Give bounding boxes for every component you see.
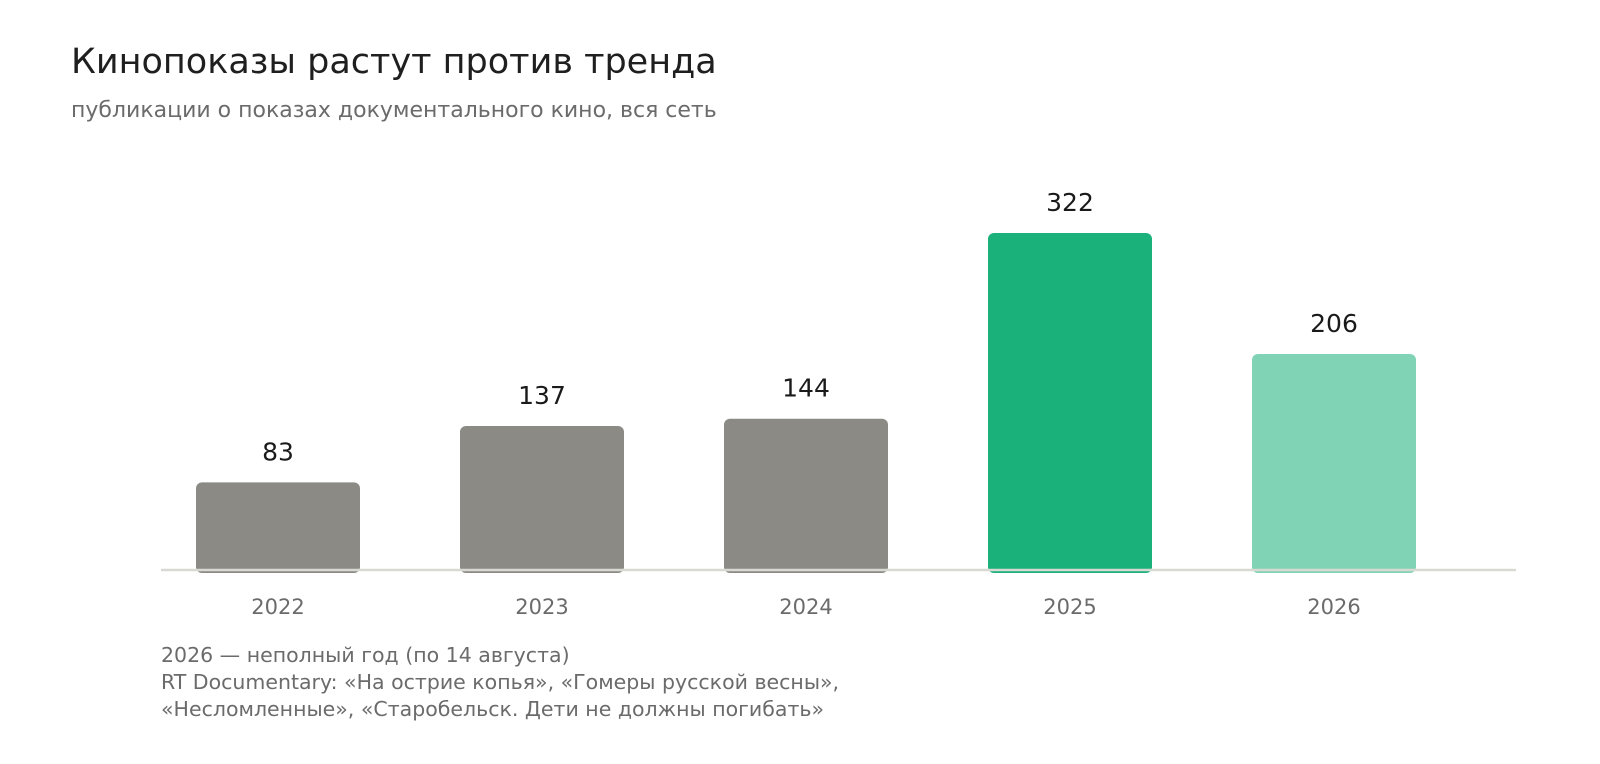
x-tick-2023: 2023 xyxy=(515,595,568,619)
note-films-line-1: RT Documentary: «На острие копья», «Гоме… xyxy=(161,670,840,694)
bar-2024 xyxy=(724,418,888,573)
bar-2026 xyxy=(1252,354,1416,573)
chart-subtitle: публикации о показах документального кин… xyxy=(71,98,717,123)
x-tick-2022: 2022 xyxy=(251,595,304,619)
x-tick-2026: 2026 xyxy=(1307,595,1360,619)
chart-title: Кинопоказы растут против тренда xyxy=(71,42,717,82)
bar-2025 xyxy=(988,233,1152,573)
note-partial-year: 2026 — неполный год (по 14 августа) xyxy=(161,643,570,667)
data-label-2022: 83 xyxy=(262,437,294,466)
chart-notes: 2026 — неполный год (по 14 августа) RT D… xyxy=(161,642,839,723)
x-tick-2025: 2025 xyxy=(1043,595,1096,619)
x-tick-2024: 2024 xyxy=(779,595,832,619)
data-label-2026: 206 xyxy=(1310,309,1358,338)
bar-2023 xyxy=(460,426,624,573)
bar-2022 xyxy=(196,482,360,573)
data-label-2024: 144 xyxy=(782,374,830,403)
note-films-line-2: «Несломленные», «Старобельск. Дети не до… xyxy=(161,697,825,721)
data-label-2023: 137 xyxy=(518,381,566,410)
data-label-2025: 322 xyxy=(1046,188,1094,217)
